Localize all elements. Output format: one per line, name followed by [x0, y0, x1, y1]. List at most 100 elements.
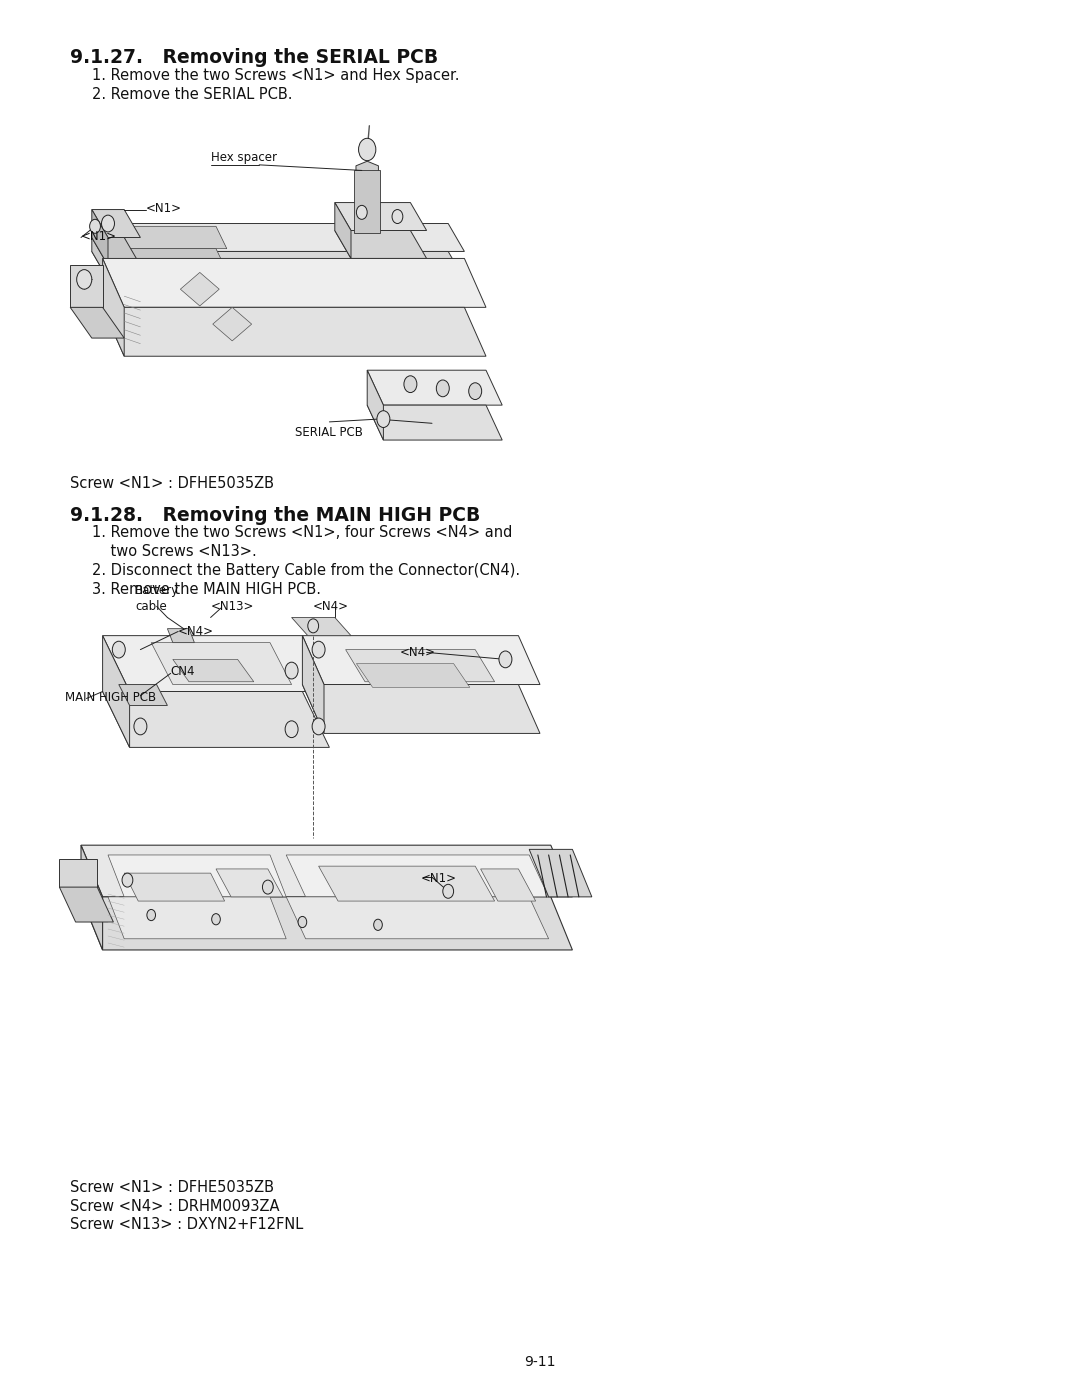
- Circle shape: [77, 270, 92, 289]
- Polygon shape: [119, 249, 227, 271]
- Text: <N4>: <N4>: [178, 624, 214, 638]
- Polygon shape: [103, 636, 329, 692]
- Polygon shape: [92, 224, 108, 279]
- Circle shape: [212, 914, 220, 925]
- Circle shape: [308, 619, 319, 633]
- Polygon shape: [59, 859, 97, 887]
- Polygon shape: [286, 855, 549, 897]
- Text: Screw <N13> : DXYN2+F12FNL: Screw <N13> : DXYN2+F12FNL: [70, 1217, 303, 1232]
- Circle shape: [90, 219, 100, 233]
- Circle shape: [298, 916, 307, 928]
- Polygon shape: [103, 636, 130, 747]
- Circle shape: [122, 873, 133, 887]
- Text: Screw <N4> : DRHM0093ZA: Screw <N4> : DRHM0093ZA: [70, 1199, 280, 1214]
- Text: <N4>: <N4>: [313, 601, 349, 613]
- Circle shape: [134, 718, 147, 735]
- Polygon shape: [335, 231, 427, 258]
- Text: <N13>: <N13>: [211, 601, 254, 613]
- Polygon shape: [216, 869, 283, 897]
- Polygon shape: [92, 251, 464, 279]
- Circle shape: [356, 205, 367, 219]
- Polygon shape: [124, 873, 225, 901]
- Polygon shape: [335, 203, 351, 258]
- Polygon shape: [103, 258, 124, 356]
- Polygon shape: [367, 370, 502, 405]
- Circle shape: [359, 138, 376, 161]
- Polygon shape: [119, 685, 167, 705]
- Text: SERIAL PCB: SERIAL PCB: [296, 426, 363, 439]
- Text: <N1>: <N1>: [421, 872, 457, 886]
- Text: MAIN HIGH PCB: MAIN HIGH PCB: [65, 690, 156, 704]
- Polygon shape: [367, 405, 502, 440]
- Circle shape: [374, 919, 382, 930]
- Polygon shape: [481, 869, 536, 901]
- Text: 2. Remove the SERIAL PCB.: 2. Remove the SERIAL PCB.: [92, 87, 293, 102]
- Text: <N1>: <N1>: [81, 229, 117, 243]
- Polygon shape: [81, 897, 572, 950]
- Text: 9.1.28.   Removing the MAIN HIGH PCB: 9.1.28. Removing the MAIN HIGH PCB: [70, 506, 481, 525]
- Circle shape: [285, 662, 298, 679]
- Polygon shape: [292, 617, 351, 636]
- Polygon shape: [103, 692, 329, 747]
- Polygon shape: [59, 887, 113, 922]
- Polygon shape: [92, 224, 464, 251]
- Text: <N1>: <N1>: [146, 201, 181, 215]
- Circle shape: [443, 884, 454, 898]
- Polygon shape: [180, 272, 219, 306]
- Text: Battery: Battery: [135, 584, 179, 597]
- Polygon shape: [81, 845, 572, 897]
- Text: 2. Disconnect the Battery Cable from the Connector(CN4).: 2. Disconnect the Battery Cable from the…: [92, 563, 519, 578]
- Polygon shape: [92, 237, 140, 265]
- Circle shape: [312, 718, 325, 735]
- Polygon shape: [108, 897, 286, 939]
- Polygon shape: [81, 845, 103, 950]
- Polygon shape: [356, 161, 378, 180]
- Polygon shape: [356, 664, 470, 687]
- Polygon shape: [92, 210, 140, 237]
- Text: Screw <N1> : DFHE5035ZB: Screw <N1> : DFHE5035ZB: [70, 476, 274, 492]
- Circle shape: [377, 411, 390, 427]
- Polygon shape: [173, 659, 254, 682]
- Text: Hex spacer: Hex spacer: [211, 151, 276, 165]
- Polygon shape: [354, 170, 380, 233]
- Circle shape: [285, 721, 298, 738]
- Polygon shape: [286, 897, 549, 939]
- Polygon shape: [302, 636, 324, 733]
- Polygon shape: [346, 650, 495, 682]
- Circle shape: [312, 641, 325, 658]
- Text: 1. Remove the two Screws <N1>, four Screws <N4> and: 1. Remove the two Screws <N1>, four Scre…: [92, 525, 512, 541]
- Polygon shape: [335, 203, 427, 231]
- Text: two Screws <N13>.: two Screws <N13>.: [92, 543, 257, 559]
- Text: CN4: CN4: [171, 665, 195, 679]
- Circle shape: [147, 909, 156, 921]
- Polygon shape: [108, 855, 286, 897]
- Circle shape: [436, 380, 449, 397]
- Circle shape: [404, 376, 417, 393]
- Polygon shape: [70, 265, 103, 307]
- Polygon shape: [213, 307, 252, 341]
- Polygon shape: [151, 643, 292, 685]
- Polygon shape: [319, 866, 495, 901]
- Polygon shape: [167, 629, 194, 643]
- Polygon shape: [529, 849, 592, 897]
- Text: 3. Remove the MAIN HIGH PCB.: 3. Remove the MAIN HIGH PCB.: [92, 581, 321, 597]
- Text: 9.1.27.   Removing the SERIAL PCB: 9.1.27. Removing the SERIAL PCB: [70, 49, 438, 67]
- Circle shape: [102, 215, 114, 232]
- Polygon shape: [103, 307, 486, 356]
- Circle shape: [469, 383, 482, 400]
- Polygon shape: [92, 210, 108, 265]
- Circle shape: [262, 880, 273, 894]
- Polygon shape: [103, 258, 486, 307]
- Circle shape: [392, 210, 403, 224]
- Text: Screw <N1> : DFHE5035ZB: Screw <N1> : DFHE5035ZB: [70, 1179, 274, 1194]
- Polygon shape: [119, 226, 227, 249]
- Text: <N4>: <N4>: [400, 645, 435, 659]
- Text: cable: cable: [135, 601, 166, 613]
- Polygon shape: [367, 370, 383, 440]
- Text: 1. Remove the two Screws <N1> and Hex Spacer.: 1. Remove the two Screws <N1> and Hex Sp…: [92, 68, 459, 82]
- Polygon shape: [302, 636, 540, 685]
- Polygon shape: [70, 307, 124, 338]
- Circle shape: [112, 641, 125, 658]
- Text: 9-11: 9-11: [524, 1355, 556, 1369]
- Circle shape: [499, 651, 512, 668]
